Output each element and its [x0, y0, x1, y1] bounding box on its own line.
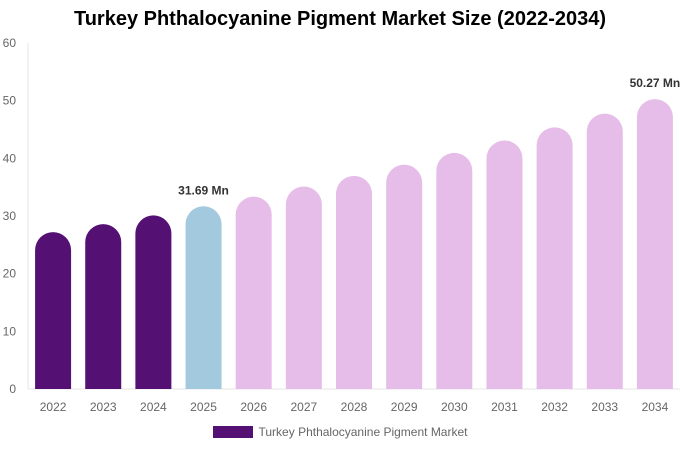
- bar-2027: [285, 186, 322, 389]
- x-tick-label: 2032: [541, 400, 568, 414]
- y-tick-label: 40: [3, 151, 17, 165]
- chart-title: Turkey Phthalocyanine Pigment Market Siz…: [73, 8, 607, 30]
- bar-2025: [185, 206, 222, 389]
- y-tick-label: 60: [3, 36, 17, 50]
- legend-label: Turkey Phthalocyanine Pigment Market: [258, 425, 468, 439]
- x-tick-label: 2027: [290, 400, 317, 414]
- bar-2029: [386, 164, 423, 389]
- bar-2032: [536, 127, 573, 390]
- y-tick-label: 30: [3, 209, 17, 223]
- legend: Turkey Phthalocyanine Pigment Market: [0, 425, 680, 439]
- bar-2034: [636, 99, 673, 389]
- bar-2024: [135, 215, 172, 389]
- y-tick-label: 50: [3, 94, 17, 108]
- x-tick-label: 2034: [642, 400, 669, 414]
- data-label-2034: 50.27 Mn: [630, 76, 680, 90]
- bar-2022: [35, 232, 72, 389]
- bar-2030: [436, 152, 473, 389]
- legend-swatch: [212, 426, 253, 438]
- x-tick-label: 2023: [90, 400, 117, 414]
- x-tick-label: 2022: [40, 400, 67, 414]
- x-tick-label: 2029: [391, 400, 418, 414]
- x-tick-label: 2026: [240, 400, 267, 414]
- bar-2028: [336, 175, 372, 389]
- x-tick-label: 2028: [341, 400, 368, 414]
- y-tick-label: 20: [3, 267, 17, 281]
- y-tick-label: 10: [3, 324, 17, 338]
- x-tick-label: 2030: [441, 400, 468, 414]
- bar-2033: [586, 113, 623, 390]
- x-tick-label: 2033: [591, 400, 618, 414]
- bar-2026: [235, 196, 272, 389]
- bar-2031: [486, 140, 523, 389]
- x-tick-label: 2025: [190, 400, 217, 414]
- bar-2023: [85, 224, 122, 389]
- x-tick-label: 2024: [140, 400, 167, 414]
- data-label-2025: 31.69 Mn: [178, 183, 229, 197]
- x-tick-label: 2031: [491, 400, 518, 414]
- y-tick-label: 0: [9, 382, 16, 396]
